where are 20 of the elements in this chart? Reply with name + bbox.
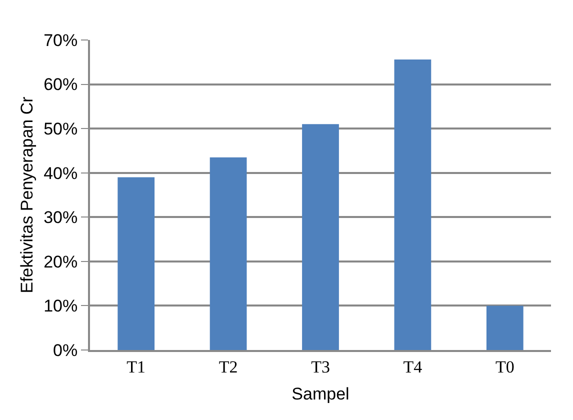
y-tick-label: 20% <box>44 252 78 272</box>
bar <box>302 124 339 350</box>
bar <box>118 177 155 350</box>
y-tick-label: 50% <box>44 120 78 139</box>
y-tick-label: 70% <box>44 30 78 50</box>
bar <box>394 59 432 350</box>
y-tick-label: 0% <box>53 340 78 360</box>
y-tick-label: 60% <box>44 75 78 94</box>
x-tick-label: T1 <box>126 357 146 376</box>
y-tick-label: 10% <box>44 296 78 316</box>
x-tick-label: T2 <box>218 357 238 376</box>
y-tick-label: 30% <box>44 208 78 228</box>
bar <box>486 306 524 350</box>
x-tick-label: T0 <box>495 357 514 376</box>
y-axis-title: Efektivitas Penyerapan Cr <box>18 96 37 294</box>
x-tick-label: T3 <box>311 357 330 376</box>
bar <box>210 157 247 350</box>
x-tick-label: T4 <box>403 357 423 376</box>
y-tick-label: 40% <box>44 164 78 183</box>
x-axis-title: Sampel <box>292 384 350 404</box>
